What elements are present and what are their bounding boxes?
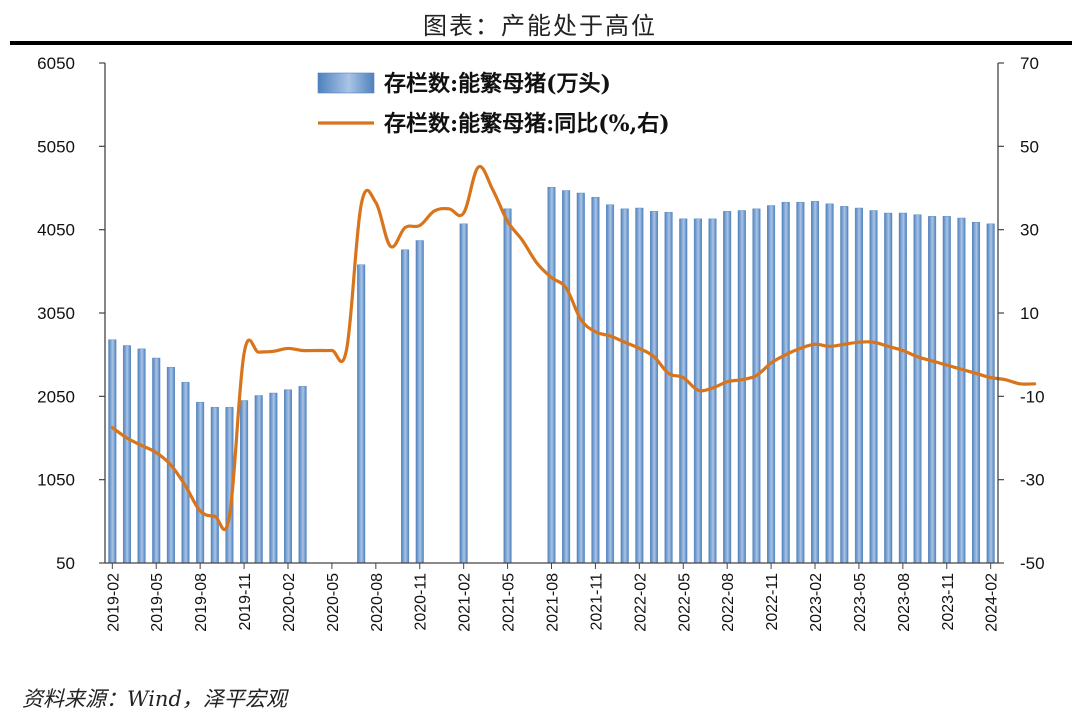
bar	[620, 208, 629, 564]
chart-title: 图表：产能处于高位	[423, 12, 657, 40]
bar	[928, 216, 937, 564]
bar	[152, 357, 161, 564]
bar	[825, 203, 834, 564]
x-tick-label: 2020-02	[281, 573, 298, 632]
right-tick-label: -30	[1020, 471, 1045, 490]
bar	[357, 264, 366, 564]
bar	[708, 218, 717, 564]
bar	[415, 240, 424, 564]
yoy-line	[110, 164, 1037, 532]
bar	[723, 211, 732, 564]
left-tick-label: 3050	[37, 304, 75, 323]
legend-bar-swatch	[317, 72, 375, 94]
x-tick-label: 2023-02	[808, 573, 825, 632]
x-tick-label: 2021-11	[588, 573, 605, 631]
left-tick-label: 50	[56, 554, 75, 573]
bar	[664, 211, 673, 564]
bar	[781, 201, 790, 564]
x-tick-label: 2021-08	[545, 573, 562, 632]
bar	[972, 221, 981, 564]
left-tick-label: 2050	[37, 387, 75, 406]
left-tick-label: 4050	[37, 221, 75, 240]
bar	[283, 389, 293, 564]
x-tick-label: 2019-11	[237, 573, 254, 631]
bar	[884, 212, 893, 564]
bar	[986, 223, 995, 564]
bar	[767, 205, 776, 564]
bar	[869, 210, 878, 564]
bar	[181, 381, 190, 564]
x-tick-label: 2022-08	[720, 573, 737, 632]
bar	[210, 406, 219, 564]
bar	[854, 207, 863, 564]
x-tick-label: 2022-05	[676, 573, 693, 632]
legend: 存栏数:能繁母猪(万头) 存栏数:能繁母猪:同比(%,右)	[317, 71, 670, 137]
right-tick-label: -50	[1020, 554, 1045, 573]
legend-line-label: 存栏数:能繁母猪:同比(%,右)	[384, 111, 670, 137]
x-tick-label: 2021-02	[457, 573, 474, 632]
source-note: 资料来源：Wind，泽平宏观	[22, 687, 287, 711]
right-tick-label: 10	[1020, 304, 1039, 323]
right-tick-label: 70	[1020, 54, 1039, 73]
x-tick-label: 2020-08	[369, 573, 386, 632]
x-tick-label: 2019-08	[193, 573, 210, 632]
right-tick-label: -10	[1020, 387, 1045, 406]
left-tick-label: 6050	[37, 54, 75, 73]
bar	[503, 208, 512, 564]
legend-bar-label: 存栏数:能繁母猪(万头)	[384, 71, 611, 97]
bar	[635, 207, 644, 564]
x-tick-label: 2019-02	[105, 573, 122, 632]
bar	[137, 348, 146, 564]
bar	[942, 216, 951, 564]
bar	[298, 386, 307, 564]
x-tick-label: 2023-08	[896, 573, 913, 632]
bar	[196, 401, 205, 564]
bar	[649, 211, 658, 564]
left-tick-label: 1050	[37, 471, 75, 490]
bar	[957, 217, 966, 564]
bar	[108, 339, 117, 564]
left-tick-label: 5050	[37, 137, 75, 156]
bar	[547, 186, 556, 564]
bar	[401, 249, 410, 564]
right-tick-label: 50	[1020, 137, 1039, 156]
bar	[591, 196, 600, 564]
x-tick-label: 2022-02	[632, 573, 649, 632]
x-tick-label: 2024-02	[984, 573, 1001, 632]
x-tick-label: 2020-11	[413, 573, 430, 631]
bar	[752, 208, 761, 564]
right-tick-label: 30	[1020, 221, 1039, 240]
bar	[679, 218, 688, 564]
bar	[811, 201, 820, 564]
bar	[254, 395, 263, 564]
x-tick-label: 2023-11	[940, 573, 957, 631]
x-tick-label: 2022-11	[764, 573, 781, 631]
axes: 50105020503050405050506050-50-30-1010305…	[37, 54, 1044, 632]
bar	[122, 345, 131, 564]
title-rule	[10, 41, 1072, 45]
bar	[913, 214, 922, 564]
bar	[737, 210, 746, 564]
bar	[269, 392, 278, 564]
x-tick-label: 2019-05	[149, 573, 166, 632]
bar	[576, 192, 585, 564]
bar	[606, 204, 615, 564]
x-tick-label: 2021-05	[501, 573, 518, 632]
x-tick-label: 2023-05	[852, 573, 869, 632]
bar	[459, 223, 468, 564]
x-tick-label: 2020-05	[325, 573, 342, 632]
bar	[240, 400, 249, 564]
bar	[796, 201, 805, 564]
bar	[840, 206, 849, 564]
line-series	[110, 164, 1037, 532]
bar	[562, 190, 571, 564]
bar	[898, 212, 907, 564]
